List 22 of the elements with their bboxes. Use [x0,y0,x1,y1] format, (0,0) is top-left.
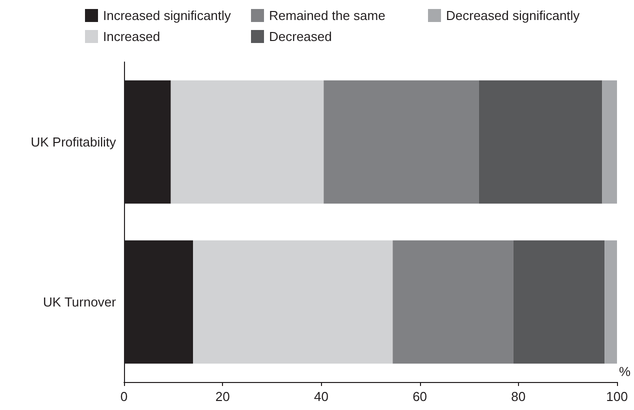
x-tick-label: 20 [215,389,230,404]
bar [170,80,324,204]
x-tick-label: 0 [120,389,128,404]
x-axis-title: % [619,364,631,379]
legend-label: Decreased significantly [446,8,580,23]
bar [478,80,602,204]
bar [602,80,617,204]
bar [513,240,605,364]
bar [604,240,617,364]
x-tick-label: 100 [606,389,628,404]
legend-label: Decreased [269,29,332,44]
y-tick-label: UK Turnover [43,294,117,310]
legend-label: Increased significantly [103,8,232,23]
legend-label: Remained the same [269,8,386,23]
x-tick-label: 60 [412,389,428,404]
bar [193,240,393,364]
x-tick-label: 40 [314,389,328,404]
legend-label: Increased [103,29,160,44]
x-tick-label: 80 [511,389,526,404]
bar [392,240,514,364]
bar [324,80,479,204]
y-tick-label: UK Profitability [30,134,116,150]
